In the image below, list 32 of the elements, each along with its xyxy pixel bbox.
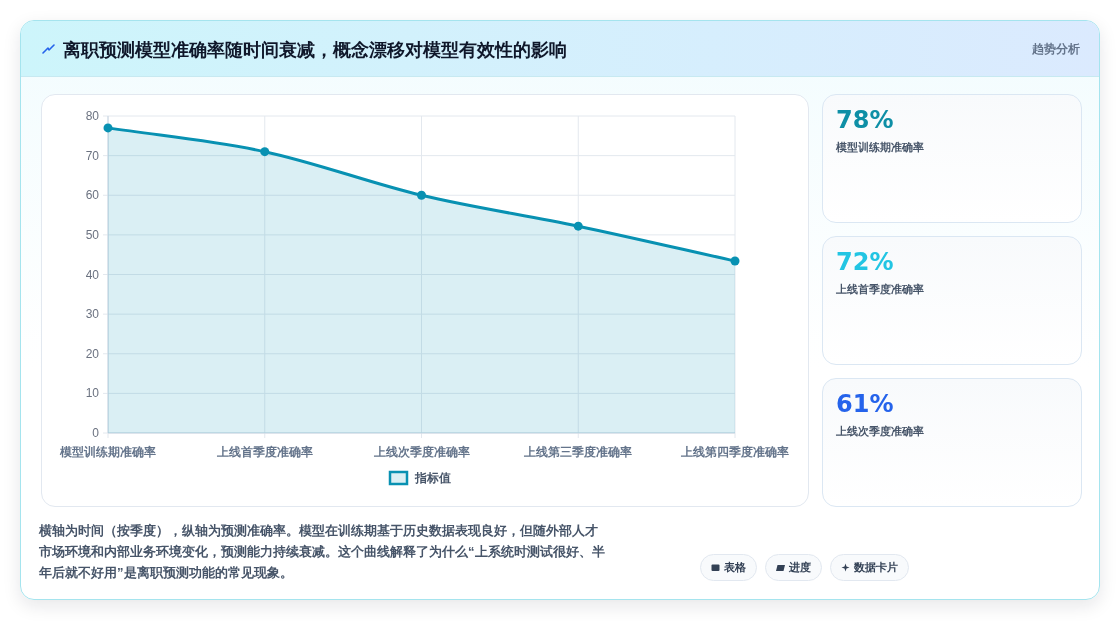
- y-tick-label: 30: [85, 307, 100, 322]
- y-tick-label: 40: [85, 267, 100, 282]
- point: [260, 147, 270, 157]
- text: 趋势分析: [1032, 41, 1080, 58]
- legend-label: 指标值: [414, 471, 451, 485]
- x-tick-label: 上线第四季度准确率: [680, 445, 789, 459]
- x-tick-label: 模型训练期准确率: [59, 445, 156, 459]
- point: [103, 123, 113, 133]
- y-tick-label: 50: [85, 227, 100, 242]
- text: 61%: [836, 390, 894, 418]
- x-tick-label: 上线首季度准确率: [215, 445, 313, 459]
- text: 数据卡片: [854, 560, 898, 575]
- chart-title: 离职预测模型准确率随时间衰减，概念漂移对模型有效性的影响: [63, 39, 567, 62]
- y-tick-label: 10: [85, 386, 100, 401]
- text: 表格: [724, 560, 746, 575]
- y-tick-label: 70: [85, 148, 100, 163]
- point: [573, 221, 583, 231]
- point: [417, 190, 426, 200]
- y-tick-label: 60: [85, 188, 100, 203]
- text: 进度: [789, 560, 811, 575]
- y-tick-label: 20: [85, 346, 100, 361]
- x-tick-label: 上线次季度准确率: [372, 445, 470, 459]
- y-tick-label: 80: [85, 109, 100, 123]
- category-label: 上线次季度准确率: [836, 424, 924, 439]
- category-label: 模型训练期准确率: [836, 140, 924, 155]
- text: 72%: [836, 248, 894, 276]
- text: 78%: [836, 106, 894, 134]
- x-tick-label: 上线第三季度准确率: [523, 445, 633, 459]
- y-tick-label: 0: [92, 426, 100, 440]
- text: 横轴为时间（按季度），纵轴为预测准确率。模型在训练期基于历史数据表现良好，但随外部人才市场环境和内部业务环境变化，预测能力持续衰减。这个曲线解释了为什么“上系统时测试很好、半年后就不好用”是离职预测功能的常见现象。: [39, 522, 605, 582]
- category-label: 上线首季度准确率: [836, 282, 924, 297]
- point: [730, 256, 740, 266]
